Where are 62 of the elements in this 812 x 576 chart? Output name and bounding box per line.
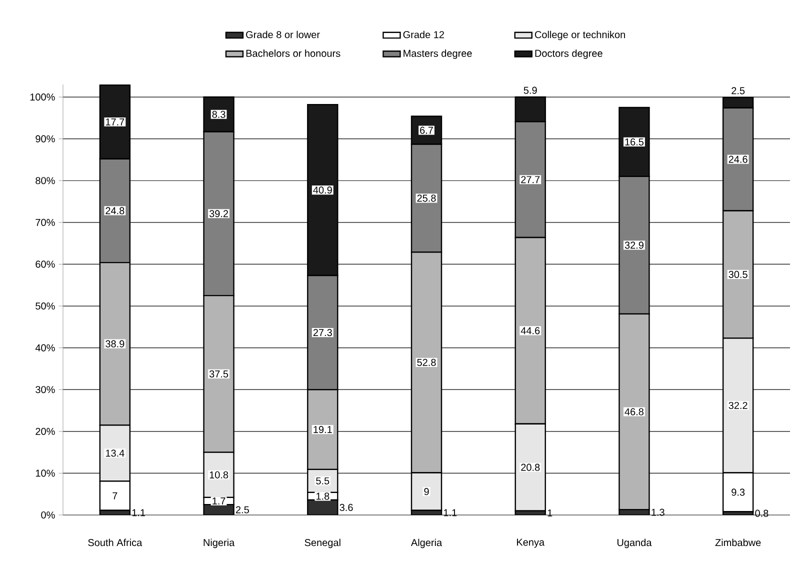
data-label: 32.2 — [728, 402, 748, 410]
data-label: 32.9 — [624, 242, 644, 249]
data-label: 17.7 — [106, 118, 124, 126]
x-tick-label: Zimbabwe — [715, 538, 761, 546]
data-label: 27.7 — [521, 176, 540, 184]
data-label: 37.5 — [209, 370, 228, 378]
legend-label: Grade 12 — [403, 30, 444, 38]
data-label: 19.1 — [314, 426, 332, 434]
x-tick-label: Kenya — [517, 538, 545, 548]
data-label: 39.2 — [209, 210, 228, 218]
data-label: 5.5 — [316, 477, 330, 484]
data-label: 1.3 — [652, 508, 664, 516]
y-tick-label: 0% — [41, 511, 55, 519]
data-label: 8.3 — [212, 110, 226, 118]
data-label: 9.3 — [732, 488, 745, 496]
data-label: 10.8 — [210, 471, 228, 478]
data-label: 9 — [424, 488, 429, 496]
data-label: 44.6 — [520, 327, 540, 334]
x-tick-label: South Africa — [88, 538, 142, 546]
y-tick-label: 30% — [36, 386, 55, 394]
data-label: 27.3 — [313, 329, 332, 336]
data-label: 2.5 — [732, 87, 745, 94]
data-label: 1 — [548, 509, 552, 516]
data-label: 1.1 — [132, 509, 146, 516]
y-tick-label: 90% — [36, 135, 55, 142]
data-label: 0.8 — [755, 510, 768, 517]
data-label: 5.9 — [524, 86, 537, 94]
legend-label: College or technikon — [534, 30, 625, 40]
data-label: 40.9 — [313, 186, 332, 194]
x-tick-label: Senegal — [304, 538, 340, 548]
data-label: 2.5 — [236, 506, 249, 514]
data-label: 46.8 — [624, 408, 644, 416]
y-tick-label: 40% — [35, 344, 55, 352]
y-tick-label: 60% — [36, 260, 55, 268]
legend-label: Grade 8 or lower — [246, 30, 320, 38]
y-tick-label: 80% — [36, 177, 55, 184]
data-label: 1.1 — [444, 509, 457, 516]
data-label: 20.8 — [521, 464, 540, 471]
data-label: 24.8 — [106, 207, 124, 214]
data-label: 24.6 — [728, 156, 748, 163]
x-tick-label: Algeria — [410, 538, 442, 548]
data-label: 1.7 — [212, 498, 226, 504]
y-tick-label: 10% — [36, 470, 55, 477]
data-label: 52.8 — [417, 358, 436, 366]
data-label: 13.4 — [106, 450, 124, 457]
data-label: 30.5 — [728, 270, 748, 278]
legend-label: Masters degree — [404, 50, 472, 59]
y-tick-label: 100% — [30, 93, 55, 101]
x-tick-label: Nigeria — [204, 538, 235, 548]
data-label: 38.9 — [106, 340, 124, 348]
x-tick-label: Uganda — [617, 538, 652, 548]
legend-label: Bachelors or honours — [246, 50, 340, 57]
y-tick-label: 50% — [36, 302, 55, 310]
data-label: 6.7 — [420, 126, 433, 134]
legend-label: Doctors degree — [535, 50, 602, 59]
data-label: 25.8 — [417, 194, 436, 202]
y-tick-label: 20% — [36, 428, 55, 435]
y-tick-label: 70% — [36, 218, 55, 226]
data-label: 1.8 — [316, 492, 330, 500]
data-label: 3.6 — [340, 504, 353, 512]
data-label: 16.5 — [625, 138, 644, 146]
data-label: 7 — [112, 492, 118, 500]
